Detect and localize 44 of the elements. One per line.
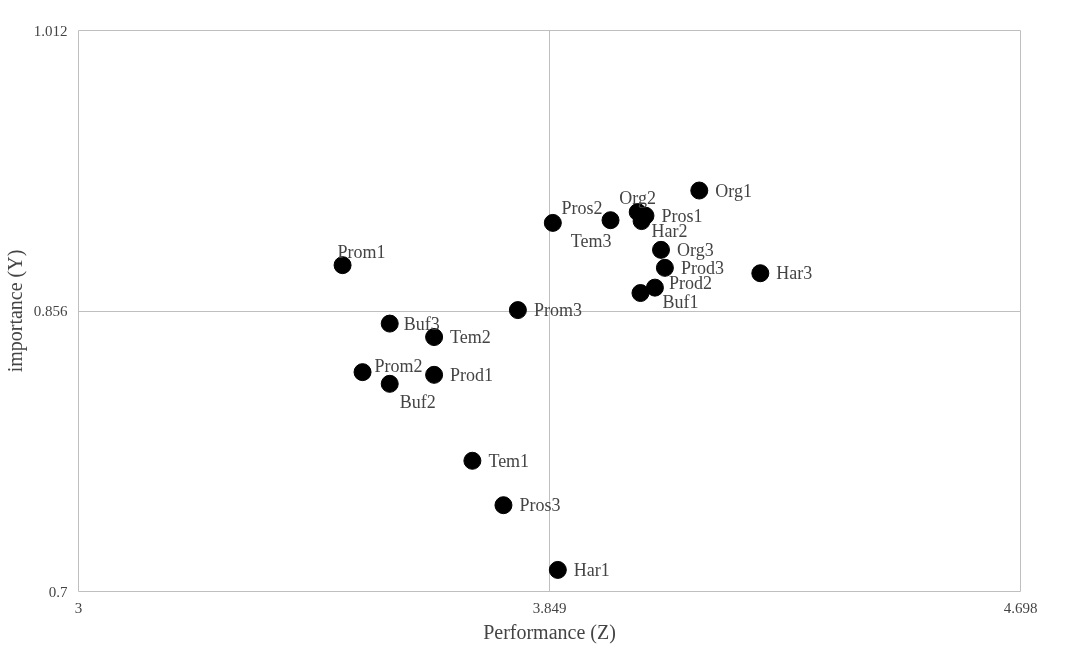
annotation: Prom1 [337, 242, 386, 263]
point [601, 211, 620, 230]
point [751, 264, 770, 283]
annotation: Org1 [715, 180, 752, 201]
annotation: Prom3 [533, 300, 582, 321]
x-axis-title: Performance (Z) [483, 620, 616, 644]
point [645, 278, 664, 297]
point [508, 301, 527, 320]
point [655, 258, 674, 277]
point [690, 181, 709, 200]
annotation: Tem1 [488, 450, 530, 471]
annotation: Buf1 [662, 292, 699, 313]
y-tick-label: 1.012 [33, 22, 68, 39]
point [333, 256, 352, 275]
annotation: Tem3 [570, 230, 612, 251]
y-tick-label: 0.856 [33, 303, 68, 319]
y-axis-title: importance (Y) [3, 249, 27, 373]
annotation: Buf3 [403, 313, 440, 334]
annotation: Prod1 [450, 364, 494, 385]
x-tick-label: 3.849 [532, 599, 567, 616]
annotation: Pros2 [561, 198, 603, 219]
annotation: Har3 [776, 263, 813, 284]
annotation: Har1 [573, 559, 610, 580]
point [425, 365, 444, 384]
annotation: Buf2 [399, 391, 436, 412]
point [543, 213, 562, 232]
x-tick-label: 4.698 [1003, 599, 1038, 616]
point [652, 240, 671, 259]
annotation: Pros3 [519, 495, 561, 516]
annotation: Har2 [651, 221, 688, 242]
point [548, 560, 567, 579]
annotation: Org3 [677, 239, 714, 260]
annotation: Org2 [619, 188, 657, 209]
annotation: Tem2 [450, 327, 491, 348]
x-tick-label: 3 [74, 599, 83, 616]
point [631, 284, 650, 302]
point [425, 328, 444, 347]
point [494, 496, 513, 515]
point [380, 374, 399, 393]
y-tick-label: 0.7 [48, 583, 68, 600]
point [380, 314, 399, 333]
annotation: Prom2 [374, 356, 423, 377]
point [353, 363, 372, 382]
point [463, 451, 482, 470]
